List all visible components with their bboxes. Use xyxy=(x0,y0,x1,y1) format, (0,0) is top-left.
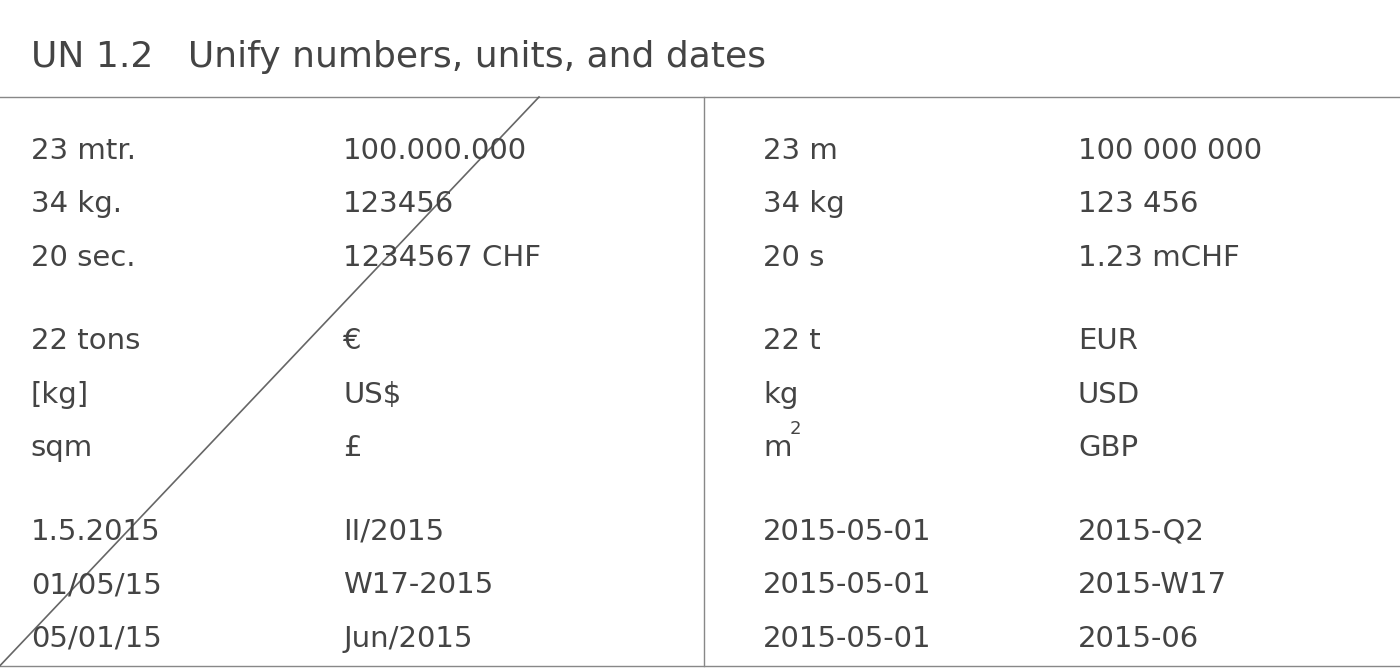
Text: 123 456: 123 456 xyxy=(1078,190,1198,218)
Text: 1.23 mCHF: 1.23 mCHF xyxy=(1078,244,1240,272)
Text: £: £ xyxy=(343,434,361,462)
Text: kg: kg xyxy=(763,381,798,409)
Text: EUR: EUR xyxy=(1078,327,1138,355)
Text: US$: US$ xyxy=(343,381,402,409)
Text: m: m xyxy=(763,434,791,462)
Text: 23 mtr.: 23 mtr. xyxy=(31,136,136,165)
Text: 20 sec.: 20 sec. xyxy=(31,244,136,272)
Text: 123456: 123456 xyxy=(343,190,454,218)
Text: sqm: sqm xyxy=(31,434,92,462)
Text: 1234567 CHF: 1234567 CHF xyxy=(343,244,540,272)
Text: 20 s: 20 s xyxy=(763,244,825,272)
Text: 2015-05-01: 2015-05-01 xyxy=(763,518,931,546)
Text: 34 kg.: 34 kg. xyxy=(31,190,122,218)
Text: Jun/2015: Jun/2015 xyxy=(343,625,473,653)
Text: [kg]: [kg] xyxy=(31,381,90,409)
Text: 1.5.2015: 1.5.2015 xyxy=(31,518,161,546)
Text: 01/05/15: 01/05/15 xyxy=(31,571,161,599)
Text: II/2015: II/2015 xyxy=(343,518,444,546)
Text: GBP: GBP xyxy=(1078,434,1138,462)
Text: 22 t: 22 t xyxy=(763,327,820,355)
Text: 100 000 000: 100 000 000 xyxy=(1078,136,1263,165)
Text: 22 tons: 22 tons xyxy=(31,327,140,355)
Text: 23 m: 23 m xyxy=(763,136,837,165)
Text: 2: 2 xyxy=(790,421,801,438)
Text: 100.000.000: 100.000.000 xyxy=(343,136,528,165)
Text: 05/01/15: 05/01/15 xyxy=(31,625,161,653)
Text: €: € xyxy=(343,327,361,355)
Text: 2015-05-01: 2015-05-01 xyxy=(763,625,931,653)
Text: 34 kg: 34 kg xyxy=(763,190,844,218)
Text: 2015-06: 2015-06 xyxy=(1078,625,1200,653)
Text: 2015-W17: 2015-W17 xyxy=(1078,571,1228,599)
Text: W17-2015: W17-2015 xyxy=(343,571,493,599)
Text: USD: USD xyxy=(1078,381,1140,409)
Text: 2015-Q2: 2015-Q2 xyxy=(1078,518,1205,546)
Text: 2015-05-01: 2015-05-01 xyxy=(763,571,931,599)
Text: UN 1.2   Unify numbers, units, and dates: UN 1.2 Unify numbers, units, and dates xyxy=(31,40,766,74)
